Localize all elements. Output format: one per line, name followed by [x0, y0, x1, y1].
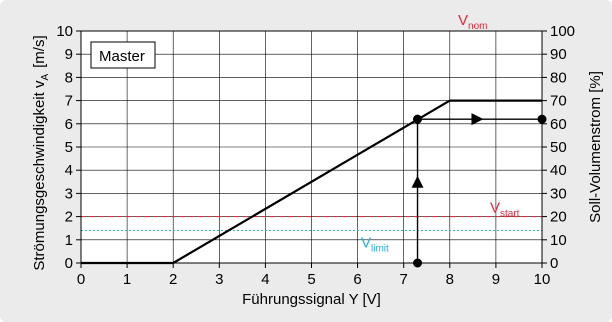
y-right-tick-label: 40	[550, 162, 567, 179]
master-label-box: Master	[90, 41, 156, 69]
y-axis-label-left-unit: [m/s]	[31, 35, 48, 68]
y-right-tick-label: 70	[550, 93, 567, 110]
y-right-tick-label: 20	[550, 209, 567, 226]
x-tick-label: 4	[261, 271, 269, 288]
arrow-up-marker	[411, 175, 424, 188]
y-right-tick-label: 80	[550, 69, 567, 86]
x-axis-label: Führungssignal Y [V]	[242, 291, 381, 308]
x-tick-label: 8	[446, 271, 454, 288]
x-tick-label: 6	[353, 271, 361, 288]
y-left-tick-label: 6	[65, 116, 73, 133]
y-right-tick-label: 10	[550, 232, 567, 249]
x-tick-label: 0	[77, 271, 85, 288]
reference-label-nom: Vnom	[458, 12, 487, 32]
x-tick-label: 2	[169, 271, 177, 288]
y-axis-label-left-sub: A	[40, 74, 51, 81]
y-right-tick-label: 30	[550, 185, 567, 202]
x-tick-label: 9	[492, 271, 500, 288]
y-left-tick-label: 4	[65, 162, 73, 179]
x-tick-label: 5	[307, 271, 315, 288]
y-axis-label-right: Soll-Volumenstrom [%]	[587, 71, 604, 223]
y-left-tick-label: 8	[65, 69, 73, 86]
y-right-tick-label: 90	[550, 46, 567, 63]
reading-example	[411, 113, 547, 268]
y-right-tick-label: 100	[550, 23, 575, 40]
x-tick-label: 10	[534, 271, 551, 288]
y-left-tick-label: 0	[65, 255, 73, 272]
y-axis-label-left-text: Strömungsgeschwindigkeit v	[31, 80, 48, 271]
y-left-tick-label: 10	[56, 23, 73, 40]
reference-label-start: Vstart	[490, 200, 520, 220]
tick-labels: 0 1 2 3 4 5 6 7 8 9 100123456789100102030405060708…	[56, 23, 575, 288]
y-right-tick-label: 50	[550, 139, 567, 156]
y-right-tick-label: 0	[550, 255, 558, 272]
reading-point-curve	[413, 114, 423, 124]
y-left-tick-label: 2	[65, 209, 73, 226]
y-left-tick-label: 7	[65, 93, 73, 110]
y-left-tick-label: 3	[65, 185, 73, 202]
master-label: Master	[99, 48, 145, 65]
y-left-tick-label: 5	[65, 139, 73, 156]
arrow-right-marker	[471, 113, 484, 126]
y-right-tick-label: 60	[550, 116, 567, 133]
y-axis-label-left: Strömungsgeschwindigkeit vA [m/s]	[31, 35, 51, 270]
y-left-tick-label: 9	[65, 46, 73, 63]
reference-label-limit: Vlimit	[361, 235, 389, 255]
x-tick-label: 1	[123, 271, 131, 288]
y-left-tick-label: 1	[65, 232, 73, 249]
x-tick-label: 3	[215, 271, 223, 288]
x-tick-label: 7	[400, 271, 408, 288]
